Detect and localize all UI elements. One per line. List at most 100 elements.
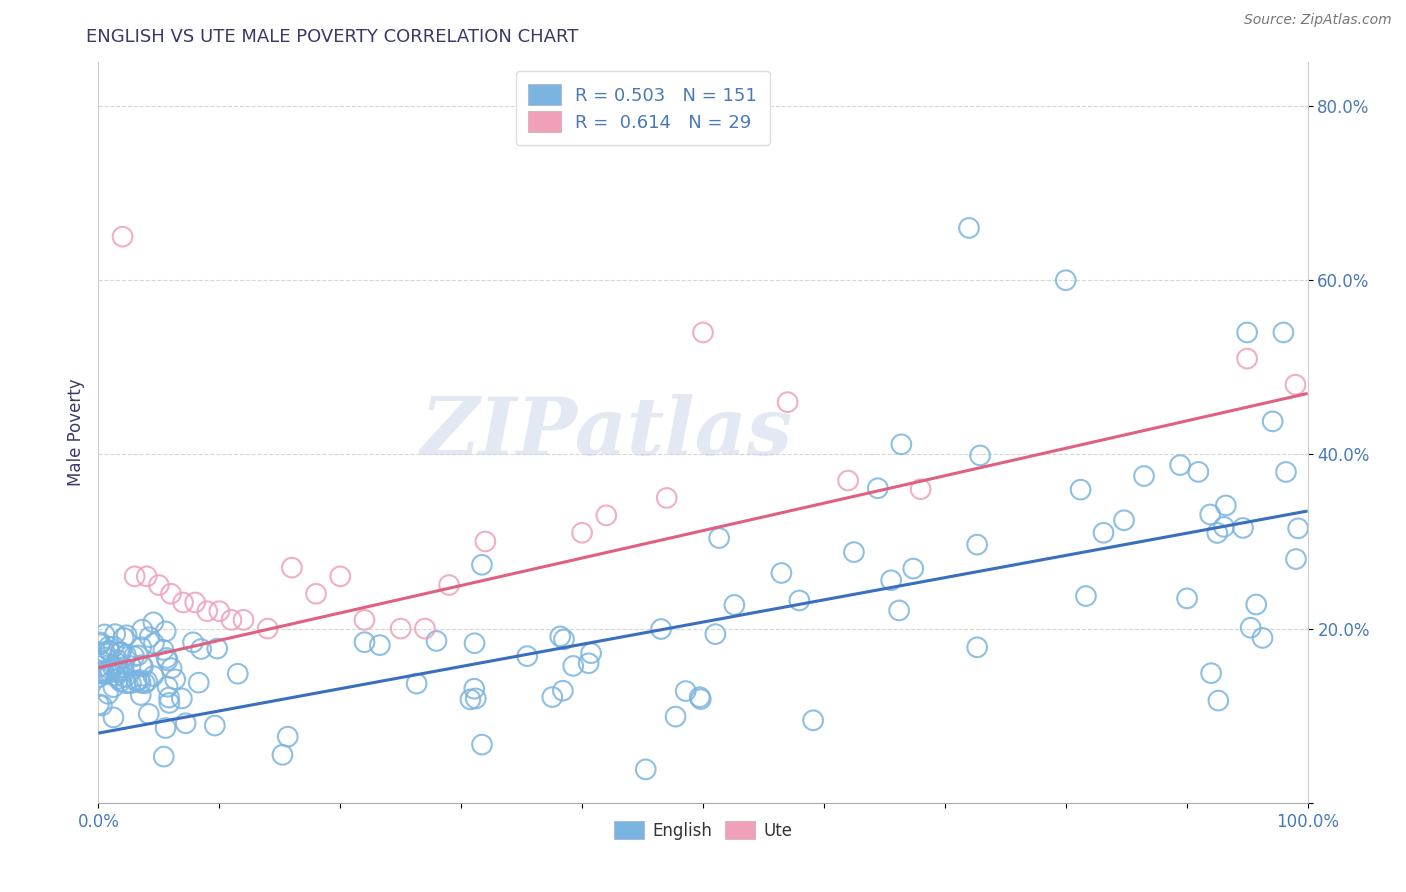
Point: [704, 627, 727, 641]
Point: [1199, 508, 1222, 522]
Point: [1236, 351, 1258, 366]
Point: [131, 658, 153, 673]
Point: [692, 326, 714, 340]
Point: [471, 738, 494, 752]
Point: [129, 688, 152, 702]
Point: [108, 664, 131, 678]
Point: [132, 659, 155, 673]
Point: [1275, 465, 1298, 479]
Point: [160, 661, 183, 675]
Point: [232, 613, 254, 627]
Point: [595, 508, 617, 523]
Point: [1092, 525, 1115, 540]
Point: [842, 545, 865, 559]
Point: [111, 229, 134, 244]
Point: [471, 558, 494, 572]
Point: [114, 676, 136, 690]
Point: [105, 656, 128, 670]
Point: [579, 646, 602, 660]
Point: [464, 691, 486, 706]
Point: [578, 657, 600, 671]
Point: [368, 638, 391, 652]
Point: [405, 676, 427, 690]
Point: [1286, 521, 1309, 535]
Point: [172, 595, 194, 609]
Point: [966, 640, 988, 655]
Point: [880, 574, 903, 588]
Point: [195, 604, 218, 618]
Point: [957, 221, 980, 235]
Point: [413, 622, 436, 636]
Point: [664, 709, 686, 723]
Point: [437, 578, 460, 592]
Point: [93, 645, 115, 659]
Point: [89, 637, 111, 651]
Point: [650, 622, 672, 636]
Point: [181, 635, 204, 649]
Point: [125, 673, 148, 688]
Point: [801, 713, 824, 727]
Point: [101, 660, 124, 674]
Point: [142, 669, 165, 683]
Point: [89, 665, 111, 680]
Point: [1206, 526, 1229, 541]
Point: [107, 672, 129, 686]
Point: [136, 674, 159, 689]
Point: [89, 653, 111, 667]
Point: [1261, 414, 1284, 428]
Point: [1054, 273, 1077, 287]
Point: [1284, 377, 1306, 392]
Point: [562, 659, 585, 673]
Point: [174, 716, 197, 731]
Point: [353, 613, 375, 627]
Point: [120, 659, 142, 673]
Point: [89, 666, 111, 681]
Point: [1070, 483, 1092, 497]
Point: [1187, 465, 1209, 479]
Point: [93, 666, 115, 681]
Point: [689, 692, 711, 706]
Point: [205, 641, 228, 656]
Point: [655, 491, 678, 505]
Point: [271, 747, 294, 762]
Point: [98, 662, 121, 676]
Point: [110, 645, 132, 659]
Point: [129, 640, 152, 655]
Point: [124, 569, 146, 583]
Point: [190, 642, 212, 657]
Point: [98, 644, 121, 658]
Point: [105, 668, 128, 682]
Text: ENGLISH VS UTE MALE POVERTY CORRELATION CHART: ENGLISH VS UTE MALE POVERTY CORRELATION …: [86, 28, 579, 45]
Point: [114, 648, 136, 662]
Point: [111, 660, 134, 674]
Point: [110, 645, 132, 659]
Point: [156, 651, 179, 665]
Point: [115, 628, 138, 642]
Point: [104, 627, 127, 641]
Point: [87, 698, 110, 712]
Point: [142, 636, 165, 650]
Point: [165, 673, 187, 687]
Point: [723, 598, 745, 612]
Point: [866, 481, 889, 495]
Point: [1208, 693, 1230, 707]
Point: [1175, 591, 1198, 606]
Point: [966, 538, 988, 552]
Point: [353, 635, 375, 649]
Point: [128, 673, 150, 687]
Point: [93, 627, 115, 641]
Point: [131, 623, 153, 637]
Point: [170, 691, 193, 706]
Point: [98, 644, 121, 658]
Point: [425, 634, 447, 648]
Point: [105, 653, 128, 667]
Point: [1074, 589, 1097, 603]
Point: [152, 749, 174, 764]
Point: [305, 587, 328, 601]
Point: [90, 698, 112, 713]
Point: [516, 649, 538, 664]
Point: [107, 665, 129, 680]
Point: [103, 710, 125, 724]
Point: [776, 395, 799, 409]
Point: [910, 482, 932, 496]
